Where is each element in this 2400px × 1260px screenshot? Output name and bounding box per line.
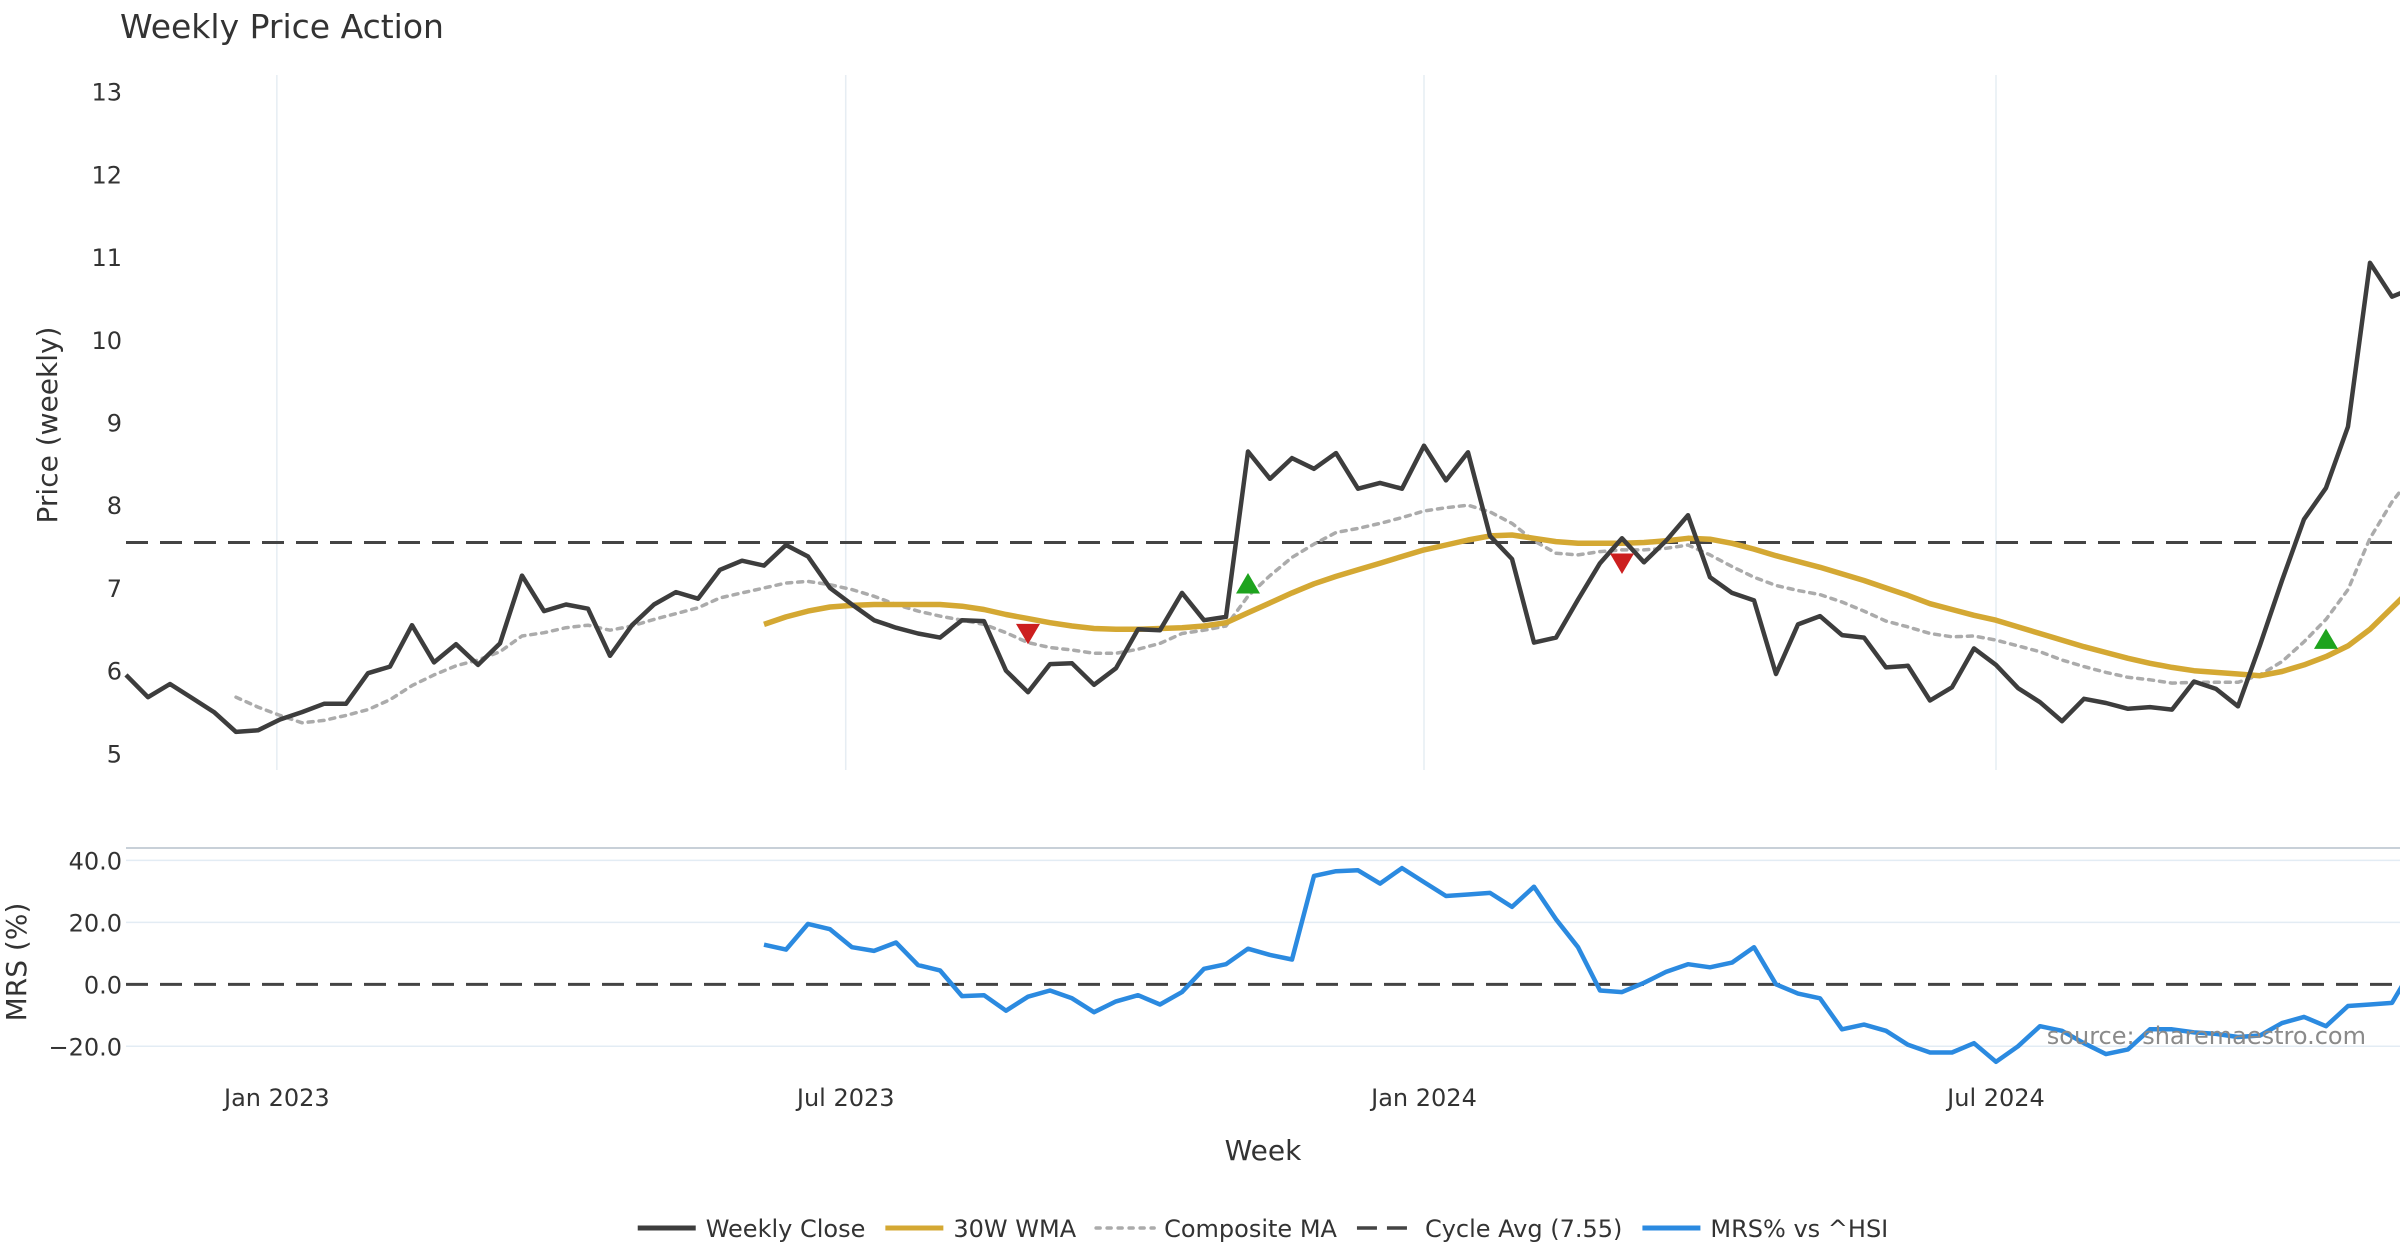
sell-signal-marker [1016, 623, 1040, 645]
mrs-grid [126, 847, 2400, 1048]
legend-composite-ma-label: Composite MA [1164, 1215, 1337, 1243]
mrs-y-tick-label: 40.0 [69, 847, 122, 875]
mrs-y-axis-title: MRS (%) [0, 903, 33, 1022]
mrs-plot [126, 865, 2400, 1065]
legend-mrs-label: MRS% vs ^HSI [1710, 1215, 1888, 1243]
legend-weekly-close: Weekly Close [637, 1215, 866, 1243]
mrs-y-ticks: −20.0 0.0 20.0 40.0 [48, 847, 122, 1061]
sell-signal-marker [1610, 553, 1634, 574]
buy-signal-marker [2314, 628, 2338, 649]
main-grid [276, 75, 1997, 770]
price-y-tick-label: 5 [107, 740, 122, 768]
x-tick-label: Jan 2024 [1369, 1084, 1477, 1112]
x-tick-label: Jan 2023 [222, 1084, 330, 1112]
price-plot [124, 260, 2400, 735]
x-axis-title: Week [1225, 1134, 1302, 1167]
legend-composite-ma: Composite MA [1094, 1215, 1338, 1243]
price-y-tick-label: 8 [107, 492, 122, 520]
legend-weekly-close-label: Weekly Close [706, 1215, 866, 1243]
price-y-tick-label: 10 [91, 327, 122, 355]
x-tick-label: Jul 2024 [1945, 1084, 2045, 1112]
series-composite-ma-line [234, 488, 2400, 725]
series-weekly-close-line [124, 260, 2400, 735]
mrs-y-tick-label: 0.0 [84, 971, 122, 999]
source-annotation: source: sharemaestro.com [2047, 1022, 2366, 1050]
price-y-tick-label: 9 [107, 410, 122, 438]
x-tick-label: Jul 2023 [795, 1084, 895, 1112]
price-y-tick-label: 13 [91, 79, 122, 107]
price-y-tick-label: 7 [107, 575, 122, 603]
price-y-tick-label: 11 [91, 244, 122, 272]
legend-30w-wma: 30W WMA [885, 1215, 1077, 1243]
mrs-y-tick-label: 20.0 [69, 909, 122, 937]
buy-signal-marker [1236, 573, 1260, 594]
chart-title: Weekly Price Action [120, 7, 444, 46]
price-y-axis-title: Price (weekly) [31, 327, 64, 524]
legend: Weekly Close 30W WMA Composite MA Cycle Avg… [637, 1215, 1888, 1243]
series-mrs-vs-hsi-line [763, 865, 2400, 1065]
legend-cycle-avg-label: Cycle Avg (7.55) [1425, 1215, 1622, 1243]
price-y-ticks: 5 6 7 8 9 10 11 12 13 [91, 79, 122, 769]
price-y-tick-label: 6 [107, 658, 122, 686]
legend-cycle-avg: Cycle Avg (7.55) [1356, 1215, 1622, 1243]
price-y-tick-label: 12 [91, 161, 122, 189]
series-30w-wma-line [763, 532, 2400, 679]
legend-30w-wma-label: 30W WMA [953, 1215, 1076, 1243]
legend-mrs: MRS% vs ^HSI [1642, 1215, 1888, 1243]
mrs-y-tick-label: −20.0 [48, 1033, 122, 1061]
